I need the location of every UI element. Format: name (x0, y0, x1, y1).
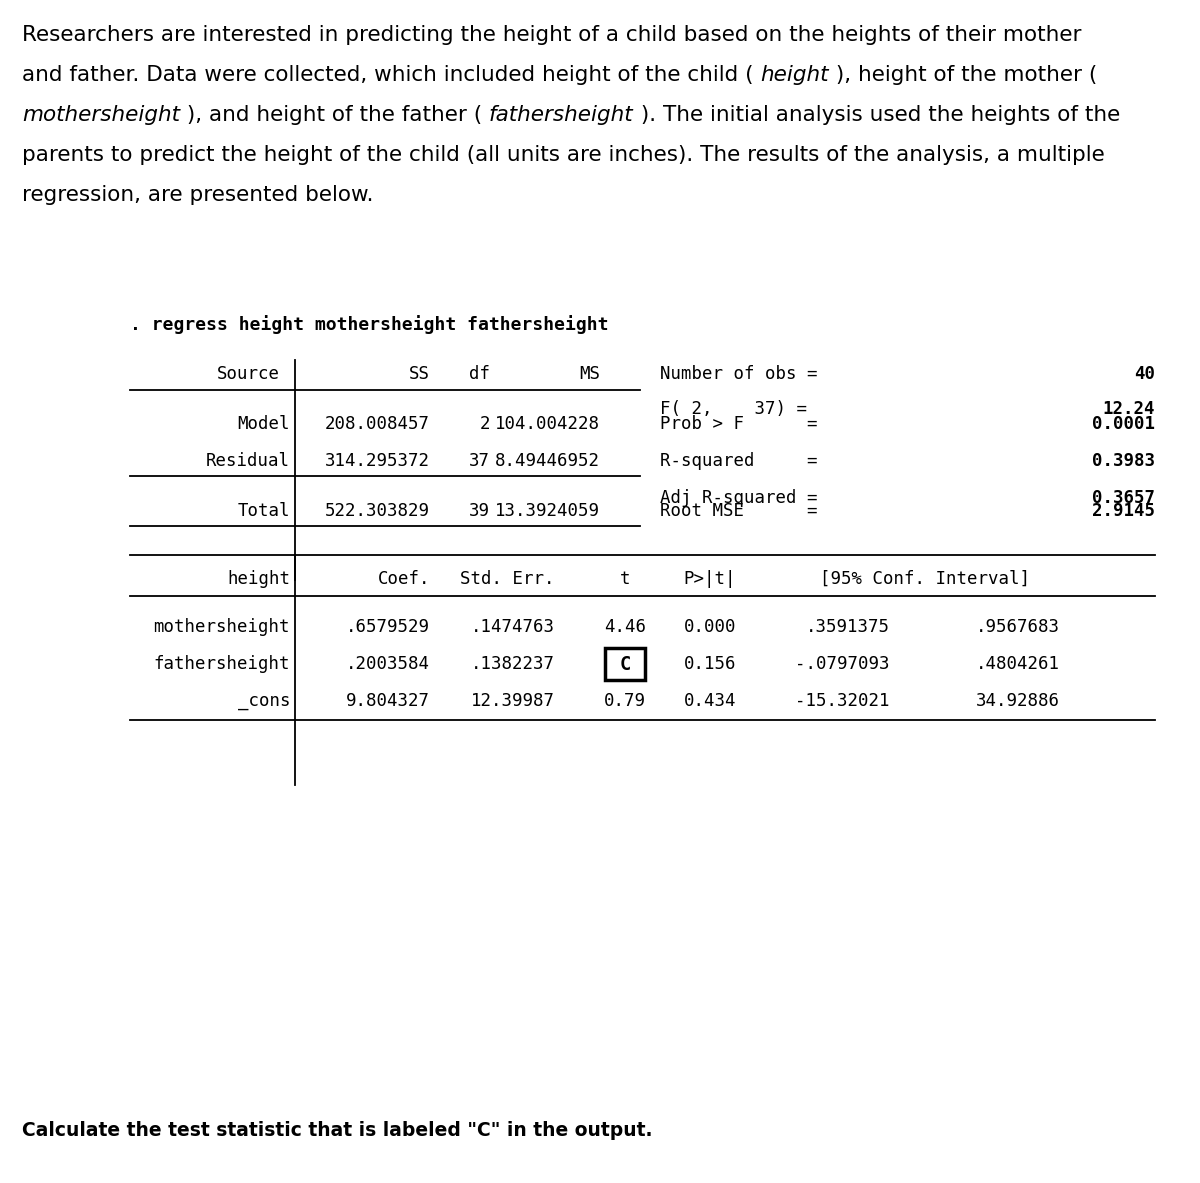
Text: .9567683: .9567683 (976, 618, 1060, 636)
Text: Prob > F      =: Prob > F = (660, 415, 817, 433)
Text: 0.3657: 0.3657 (1092, 489, 1154, 508)
Text: Coef.: Coef. (378, 570, 430, 588)
Text: _cons: _cons (238, 692, 290, 710)
Text: MS: MS (580, 366, 600, 383)
Text: SS: SS (409, 366, 430, 383)
Text: Model: Model (238, 415, 290, 433)
Text: 37: 37 (469, 452, 490, 470)
Text: 314.295372: 314.295372 (325, 452, 430, 470)
Text: Adj R-squared =: Adj R-squared = (660, 489, 817, 508)
Text: [95% Conf. Interval]: [95% Conf. Interval] (820, 570, 1030, 588)
Text: C: C (619, 654, 631, 673)
Text: 0.156: 0.156 (684, 655, 737, 673)
Text: fathersheight: fathersheight (490, 105, 634, 125)
Text: 2.9145: 2.9145 (1092, 502, 1154, 521)
Text: parents to predict the height of the child (all units are inches). The results o: parents to predict the height of the chi… (22, 146, 1105, 164)
Text: .2003584: .2003584 (346, 655, 430, 673)
Text: 0.000: 0.000 (684, 618, 737, 636)
Text: R-squared     =: R-squared = (660, 452, 817, 470)
Text: ). The initial analysis used the heights of the: ). The initial analysis used the heights… (634, 105, 1120, 125)
Text: and father. Data were collected, which included height of the child (: and father. Data were collected, which i… (22, 65, 761, 85)
Text: mothersheight: mothersheight (154, 618, 290, 636)
Text: 522.303829: 522.303829 (325, 502, 430, 521)
Text: height: height (761, 65, 829, 85)
Text: 4.46: 4.46 (604, 618, 646, 636)
Text: 13.3924059: 13.3924059 (496, 502, 600, 521)
Text: 9.804327: 9.804327 (346, 692, 430, 710)
Text: .4804261: .4804261 (976, 655, 1060, 673)
Text: 12.24: 12.24 (1103, 400, 1154, 418)
Text: Root MSE      =: Root MSE = (660, 502, 817, 521)
Text: 2: 2 (480, 415, 490, 433)
Text: fathersheight: fathersheight (154, 655, 290, 673)
Text: df: df (469, 366, 490, 383)
Text: 8.49446952: 8.49446952 (496, 452, 600, 470)
Text: 34.92886: 34.92886 (976, 692, 1060, 710)
Text: -.0797093: -.0797093 (796, 655, 890, 673)
Text: .1382237: .1382237 (470, 655, 554, 673)
Text: Number of obs =: Number of obs = (660, 366, 817, 383)
Text: 0.0001: 0.0001 (1092, 415, 1154, 433)
Text: t: t (619, 570, 630, 588)
Text: F( 2,    37) =: F( 2, 37) = (660, 400, 808, 418)
FancyBboxPatch shape (605, 648, 646, 680)
Text: 12.39987: 12.39987 (470, 692, 554, 710)
Text: 0.434: 0.434 (684, 692, 737, 710)
Text: -15.32021: -15.32021 (796, 692, 890, 710)
Text: P>|t|: P>|t| (684, 570, 737, 588)
Text: 104.004228: 104.004228 (496, 415, 600, 433)
Text: 208.008457: 208.008457 (325, 415, 430, 433)
Text: .6579529: .6579529 (346, 618, 430, 636)
Text: . regress height mothersheight fathersheight: . regress height mothersheight fathershe… (130, 315, 608, 334)
Text: 39: 39 (469, 502, 490, 521)
Text: Std. Err.: Std. Err. (461, 570, 554, 588)
Text: 0.3983: 0.3983 (1092, 452, 1154, 470)
Text: ), height of the mother (: ), height of the mother ( (829, 65, 1097, 85)
Text: height: height (227, 570, 290, 588)
Text: regression, are presented below.: regression, are presented below. (22, 185, 373, 205)
Text: .1474763: .1474763 (470, 618, 554, 636)
Text: mothersheight: mothersheight (22, 105, 180, 125)
Text: Total: Total (238, 502, 290, 521)
Text: Researchers are interested in predicting the height of a child based on the heig: Researchers are interested in predicting… (22, 25, 1081, 45)
Text: Calculate the test statistic that is labeled "C" in the output.: Calculate the test statistic that is lab… (22, 1121, 653, 1140)
Text: .3591375: .3591375 (806, 618, 890, 636)
Text: ), and height of the father (: ), and height of the father ( (180, 105, 490, 125)
Text: 40: 40 (1134, 366, 1154, 383)
Text: Residual: Residual (206, 452, 290, 470)
Text: 0.79: 0.79 (604, 692, 646, 710)
Text: Source: Source (217, 366, 280, 383)
